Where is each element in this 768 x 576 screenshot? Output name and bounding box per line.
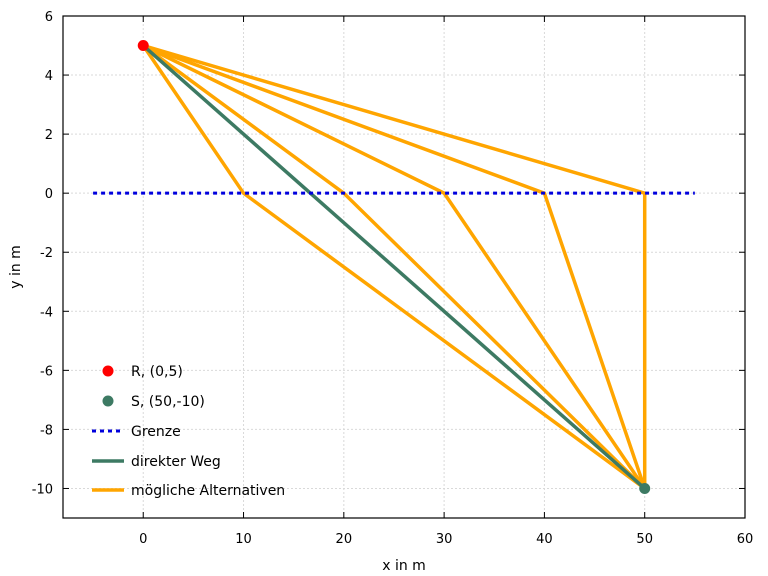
y-tick-label: 6 [45,10,53,25]
x-tick-label: 30 [436,532,453,547]
x-tick-label: 10 [235,532,252,547]
direct-path-line [142,44,646,490]
legend-marker-s [102,395,114,407]
legend-label-boundary: Grenze [131,424,181,440]
x-tick-label: 20 [336,532,353,547]
y-tick-label: -6 [40,364,53,379]
legend-label-direct: direkter Weg [131,454,221,470]
legend-label-s: S, (50,-10) [131,394,205,410]
y-tick-label: 2 [45,128,53,143]
alternative-path [142,43,647,490]
legend-marker-r [102,365,114,377]
point-s [639,482,651,494]
x-tick-label: 40 [536,532,553,547]
y-tick-label: -10 [32,482,53,497]
point-r [137,40,149,52]
alternative-path [142,43,647,489]
y-tick-label: 4 [45,69,53,84]
x-tick-label: 60 [737,532,754,547]
legend-label-alternatives: mögliche Alternativen [131,483,285,499]
y-tick-label: -4 [40,305,53,320]
y-axis-label: y in m [8,245,24,289]
grid [63,15,746,518]
legend-label-r: R, (0,5) [131,364,183,380]
plot-frame [62,15,746,519]
y-tick-label: -2 [40,246,53,261]
x-tick-label: 50 [636,532,653,547]
series-layer [93,40,695,494]
x-tick-label: 0 [139,532,147,547]
y-tick-label: 0 [45,187,53,202]
legend: R, (0,5) S, (50,-10) Grenze direkter Weg… [92,364,285,499]
ticks: 0 10 20 30 40 50 60 -10 -8 -6 -4 -2 0 2 4 6 [32,10,754,547]
alternative-path [141,44,646,490]
y-tick-label: -8 [40,423,53,438]
x-axis-label: x in m [382,558,426,574]
